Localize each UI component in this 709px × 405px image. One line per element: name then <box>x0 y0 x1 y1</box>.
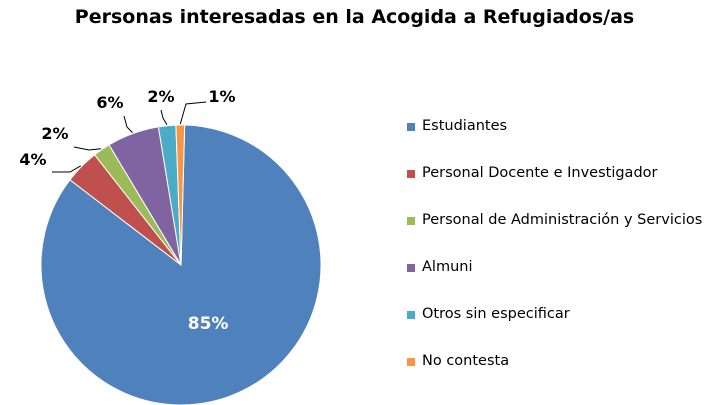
legend-swatch-pdi <box>407 170 415 178</box>
pie-label-almuni: 6% <box>96 93 123 112</box>
legend-swatch-pas <box>407 217 415 225</box>
legend-swatch-estudiantes <box>407 123 415 131</box>
legend-label-pdi: Personal Docente e Investigador <box>422 165 658 181</box>
pie-label-pdi: 4% <box>19 150 46 169</box>
leader-line-no-contesta <box>179 101 207 125</box>
leader-line-pas <box>73 146 102 151</box>
legend-label-estudiantes: Estudiantes <box>422 118 508 134</box>
chart-title: Personas interesadas en la Acogida a Ref… <box>74 6 635 28</box>
pie-label-otros: 2% <box>147 87 174 106</box>
pie-label-estudiantes: 85% <box>188 314 229 334</box>
legend-label-almuni: Almuni <box>422 259 473 275</box>
leader-line-otros <box>160 109 168 125</box>
legend-label-no-contesta: No contesta <box>422 353 510 369</box>
pie-label-pas: 2% <box>41 124 68 143</box>
pie-label-no-contesta: 1% <box>208 87 235 106</box>
legend-label-pas: Personal de Administración y Servicios <box>422 212 703 228</box>
pie-slice-no-contesta <box>175 124 186 266</box>
leader-line-pdi <box>52 165 82 173</box>
legend-swatch-almuni <box>407 264 415 272</box>
legend-swatch-no-contesta <box>407 358 415 366</box>
legend-label-otros: Otros sin especificar <box>422 306 570 322</box>
legend-swatch-otros <box>407 311 415 319</box>
leader-line-almuni <box>123 115 133 133</box>
